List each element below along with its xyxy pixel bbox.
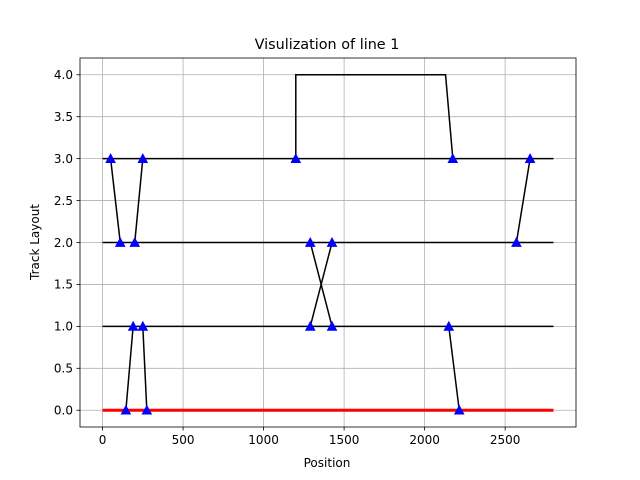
y-tick-label: 2.0 <box>54 236 73 250</box>
x-tick-label: 1000 <box>248 433 279 447</box>
x-tick-label: 2000 <box>409 433 440 447</box>
x-tick-label: 1500 <box>329 433 360 447</box>
y-tick-label: 2.5 <box>54 194 73 208</box>
connector-lines <box>109 74 531 411</box>
x-tick-label: 500 <box>172 433 195 447</box>
switch-marker <box>443 320 455 331</box>
y-tick-label: 1.5 <box>54 278 73 292</box>
x-axis-ticks: 0 500 1000 1500 2000 2500 <box>99 427 521 447</box>
x-tick-label: 2500 <box>490 433 521 447</box>
connector-line <box>142 326 148 411</box>
y-tick-label: 3.5 <box>54 110 73 124</box>
y-tick-label: 3.0 <box>54 152 73 166</box>
connector-line <box>309 242 333 327</box>
switch-marker <box>447 153 459 163</box>
switch-marker <box>453 404 465 415</box>
switch-marker <box>304 320 316 331</box>
switch-marker <box>127 320 139 331</box>
x-axis-label: Position <box>304 456 351 470</box>
connector-line <box>134 158 144 243</box>
y-axis-ticks: 0.0 0.5 1.0 1.5 2.0 2.5 3.0 3.5 4.0 <box>54 68 80 418</box>
switch-marker <box>290 153 302 163</box>
y-tick-label: 4.0 <box>54 68 73 82</box>
y-axis-label: Track Layout <box>28 204 42 281</box>
switch-marker <box>326 320 338 331</box>
switch-markers <box>105 153 536 415</box>
y-tick-label: 0.0 <box>54 404 73 418</box>
x-tick-label: 0 <box>99 433 107 447</box>
switch-marker <box>120 404 132 415</box>
switch-marker <box>304 236 316 247</box>
connector-line <box>125 326 134 411</box>
switch-marker <box>105 153 116 163</box>
switch-marker <box>524 153 536 163</box>
switch-marker <box>137 153 149 163</box>
y-tick-label: 0.5 <box>54 362 73 376</box>
switch-marker <box>326 236 338 247</box>
connector-line <box>448 326 460 411</box>
connector-line <box>109 158 122 243</box>
switch-marker <box>114 236 126 247</box>
y-tick-label: 1.0 <box>54 320 73 334</box>
switch-marker <box>129 236 141 247</box>
connector-line <box>295 74 454 159</box>
chart-title: Visulization of line 1 <box>255 37 400 53</box>
track-lines <box>102 157 554 412</box>
switch-marker <box>511 236 522 247</box>
switch-marker <box>141 404 153 415</box>
switch-marker <box>137 320 149 331</box>
connector-line <box>515 158 531 243</box>
